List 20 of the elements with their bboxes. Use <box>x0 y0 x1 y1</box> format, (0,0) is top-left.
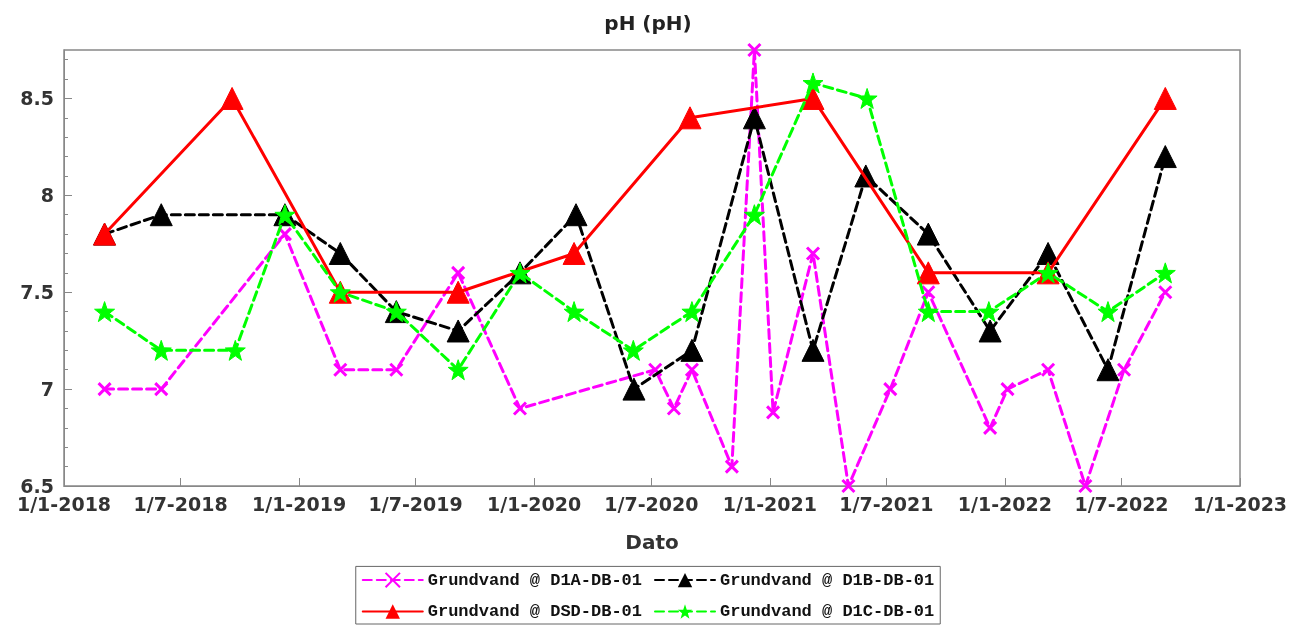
x-tick-label: 1/1-2023 <box>1192 492 1288 515</box>
x-tick-label: 1/7-2019 <box>368 492 463 515</box>
legend-label: Grundvand @ D1B-DB-01 <box>720 570 935 590</box>
legend-label: Grundvand @ D1C-DB-01 <box>720 602 935 621</box>
y-tick-label: 7 <box>40 378 54 401</box>
legend-label: Grundvand @ DSD-DB-01 <box>427 602 643 621</box>
x-tick-label: 1/1-2019 <box>251 492 347 515</box>
x-tick-label: 1/1-2020 <box>487 492 582 515</box>
chart-title: pH (pH) <box>604 11 692 35</box>
y-tick-label: 8.5 <box>20 87 54 110</box>
x-axis-title: Dato <box>625 530 679 554</box>
legend-label: Grundvand @ D1A-DB-01 <box>427 570 643 590</box>
x-tick-label: 1/7-2021 <box>839 492 934 515</box>
x-tick-label: 1/7-2020 <box>604 492 699 515</box>
x-tick-label: 1/1-2021 <box>722 492 817 515</box>
y-tick-label: 8 <box>40 184 54 207</box>
x-tick-label: 1/1-2022 <box>957 492 1053 515</box>
y-tick-label: 7.5 <box>20 281 54 304</box>
x-tick-label: 1/7-2018 <box>133 492 228 515</box>
x-tick-label: 1/7-2022 <box>1074 492 1169 515</box>
